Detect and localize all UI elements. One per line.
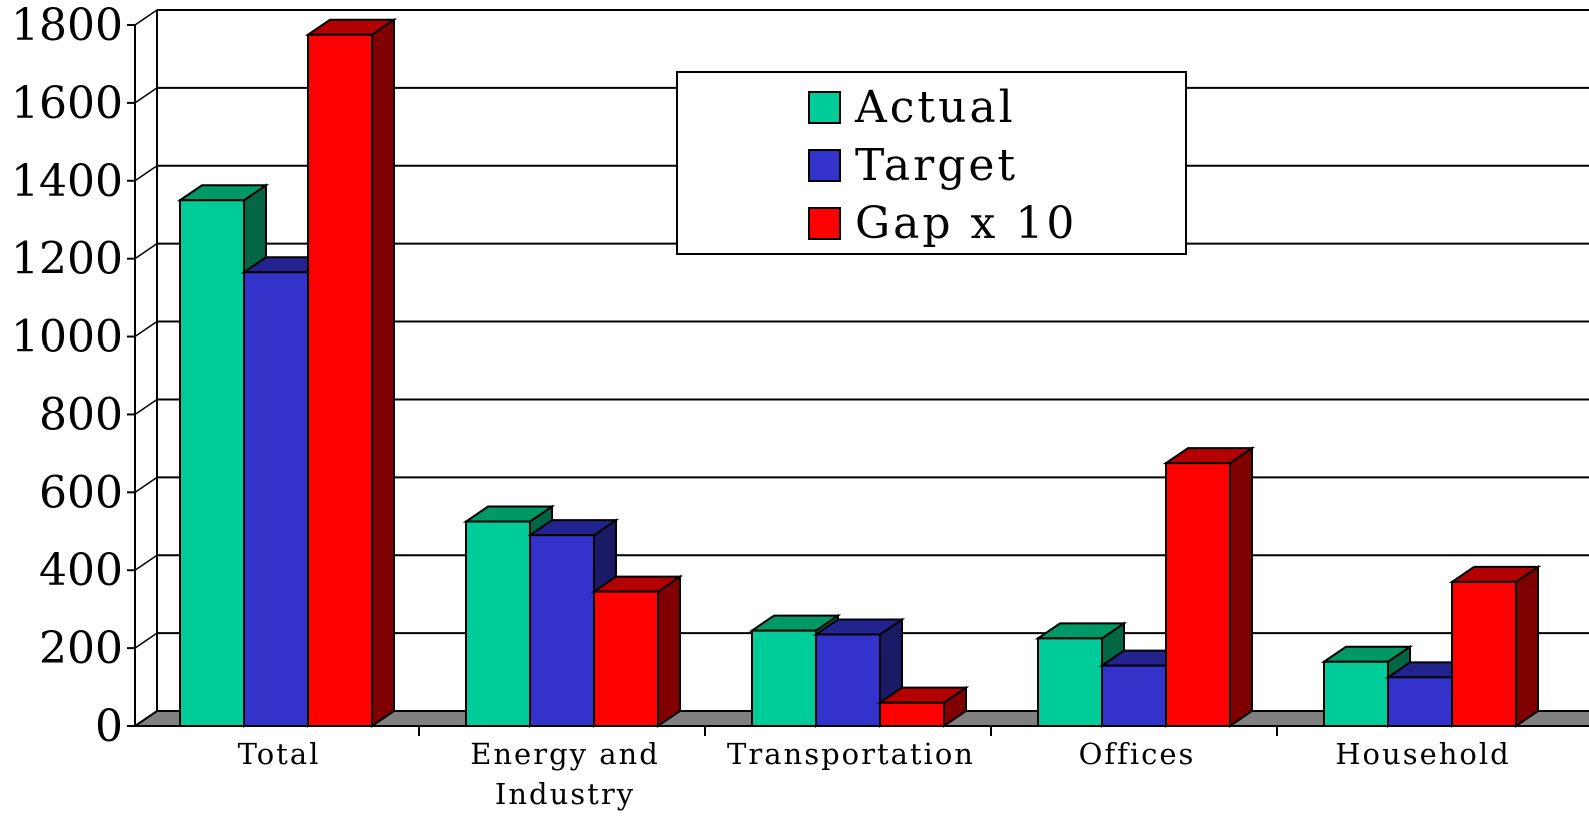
grid-depth-line-1400 xyxy=(134,165,158,182)
y-tick-label-1000: 1000 xyxy=(11,312,123,363)
x-tick-label-line: Energy and xyxy=(470,737,660,771)
bar-actual-offices xyxy=(1037,637,1103,727)
legend-label-actual: Actual xyxy=(854,82,1016,133)
x-tick-label-line: Household xyxy=(1335,737,1510,771)
legend-swatch-target xyxy=(808,149,841,182)
grid-depth-line-200 xyxy=(134,632,158,649)
bar-actual-energy-and-industry xyxy=(465,520,531,728)
x-tick-label-transportation: Transportation xyxy=(727,737,975,771)
bar-gap-x-10-transportation xyxy=(879,701,945,728)
grid-depth-line-1600 xyxy=(134,87,158,104)
bar-gap-x-10-energy-and-industry-side xyxy=(657,574,681,728)
bar-gap-x-10-offices xyxy=(1165,462,1231,727)
grid-depth-line-400 xyxy=(134,554,158,571)
category-labels: Total Energy and Industry Transportation Off… xyxy=(238,737,1510,811)
bar-gap-x-10-household xyxy=(1451,580,1517,728)
y-tick-label-400: 400 xyxy=(39,545,123,596)
y-tick-label-200: 200 xyxy=(39,623,123,674)
bar-target-household xyxy=(1387,676,1453,728)
bar-gap-x-10-offices-side xyxy=(1229,446,1253,728)
bar-actual-household xyxy=(1323,660,1389,727)
bar-gap-x-10-energy-and-industry xyxy=(593,590,659,727)
legend-label-target: Target xyxy=(855,140,1018,191)
bar-gap-x-10-total xyxy=(307,33,373,728)
bar-gap-x-10-household-side xyxy=(1515,565,1539,728)
y-tick-label-0: 0 xyxy=(95,701,123,752)
grid-depth-line-1000 xyxy=(134,320,158,338)
y-tick-label-1600: 1600 xyxy=(11,78,123,129)
x-tick-label-line: Offices xyxy=(1079,737,1196,771)
x-tick-label-total: Total xyxy=(238,737,321,771)
legend: Actual Target Gap x 10 xyxy=(676,71,1187,255)
y-tick-label-800: 800 xyxy=(39,389,123,440)
legend-label-gap-x-10: Gap x 10 xyxy=(855,198,1077,249)
x-tick-label-energy-and-industry: Energy and Industry xyxy=(470,737,660,811)
bar-target-energy-and-industry xyxy=(529,534,595,728)
x-tick-label-line: Industry xyxy=(495,777,635,811)
bar-actual-transportation xyxy=(751,629,817,728)
bar-target-total xyxy=(243,271,309,727)
x-tick-label-line: Total xyxy=(238,737,321,771)
grid-depth-line-600 xyxy=(134,476,158,493)
y-tick-label-600: 600 xyxy=(39,467,123,518)
y-tick-label-1800: 1800 xyxy=(11,0,123,51)
bars xyxy=(176,17,1542,728)
legend-swatch-gap-x-10 xyxy=(808,207,841,240)
y-tick-label-1200: 1200 xyxy=(11,234,123,285)
bar-gap-x-10-total-side xyxy=(371,17,395,728)
x-tick-label-offices: Offices xyxy=(1079,737,1196,771)
x-tick-label-household: Household xyxy=(1335,737,1510,771)
x-tick-label-line: Transportation xyxy=(727,737,975,771)
legend-box xyxy=(676,71,1187,255)
grid-depth-line-1800 xyxy=(134,9,158,26)
y-tick-label-1400: 1400 xyxy=(11,156,123,207)
bar-actual-total xyxy=(179,199,245,727)
bar-target-offices xyxy=(1101,664,1167,727)
bar-target-transportation xyxy=(815,633,881,727)
legend-swatch-actual xyxy=(808,91,841,124)
grid-depth-line-1200 xyxy=(134,243,158,260)
grid-depth-line-800 xyxy=(134,398,158,416)
